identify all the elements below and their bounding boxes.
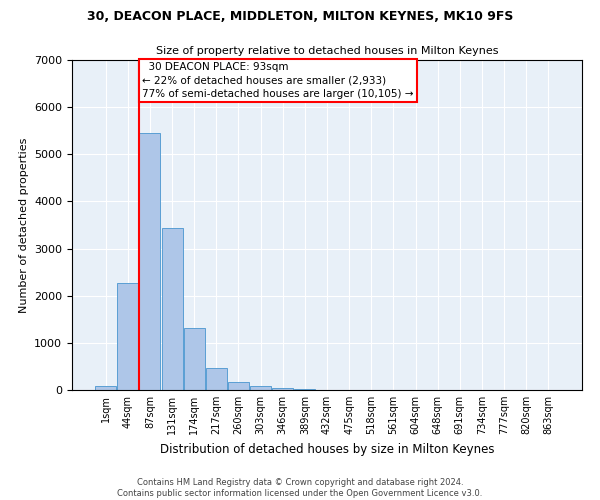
Bar bbox=[161, 228, 182, 390]
Text: 30, DEACON PLACE, MIDDLETON, MILTON KEYNES, MK10 9FS: 30, DEACON PLACE, MIDDLETON, MILTON KEYN… bbox=[87, 10, 513, 23]
Bar bbox=[95, 386, 116, 390]
Bar bbox=[206, 368, 227, 390]
Bar bbox=[250, 386, 271, 390]
Bar bbox=[139, 132, 160, 390]
Bar bbox=[228, 382, 249, 390]
Text: 30 DEACON PLACE: 93sqm
← 22% of detached houses are smaller (2,933)
77% of semi-: 30 DEACON PLACE: 93sqm ← 22% of detached… bbox=[142, 62, 413, 99]
Title: Size of property relative to detached houses in Milton Keynes: Size of property relative to detached ho… bbox=[156, 46, 498, 56]
X-axis label: Distribution of detached houses by size in Milton Keynes: Distribution of detached houses by size … bbox=[160, 442, 494, 456]
Bar bbox=[184, 328, 205, 390]
Bar bbox=[272, 388, 293, 390]
Bar bbox=[118, 283, 139, 390]
Text: Contains HM Land Registry data © Crown copyright and database right 2024.
Contai: Contains HM Land Registry data © Crown c… bbox=[118, 478, 482, 498]
Y-axis label: Number of detached properties: Number of detached properties bbox=[19, 138, 29, 312]
Bar bbox=[295, 388, 316, 390]
